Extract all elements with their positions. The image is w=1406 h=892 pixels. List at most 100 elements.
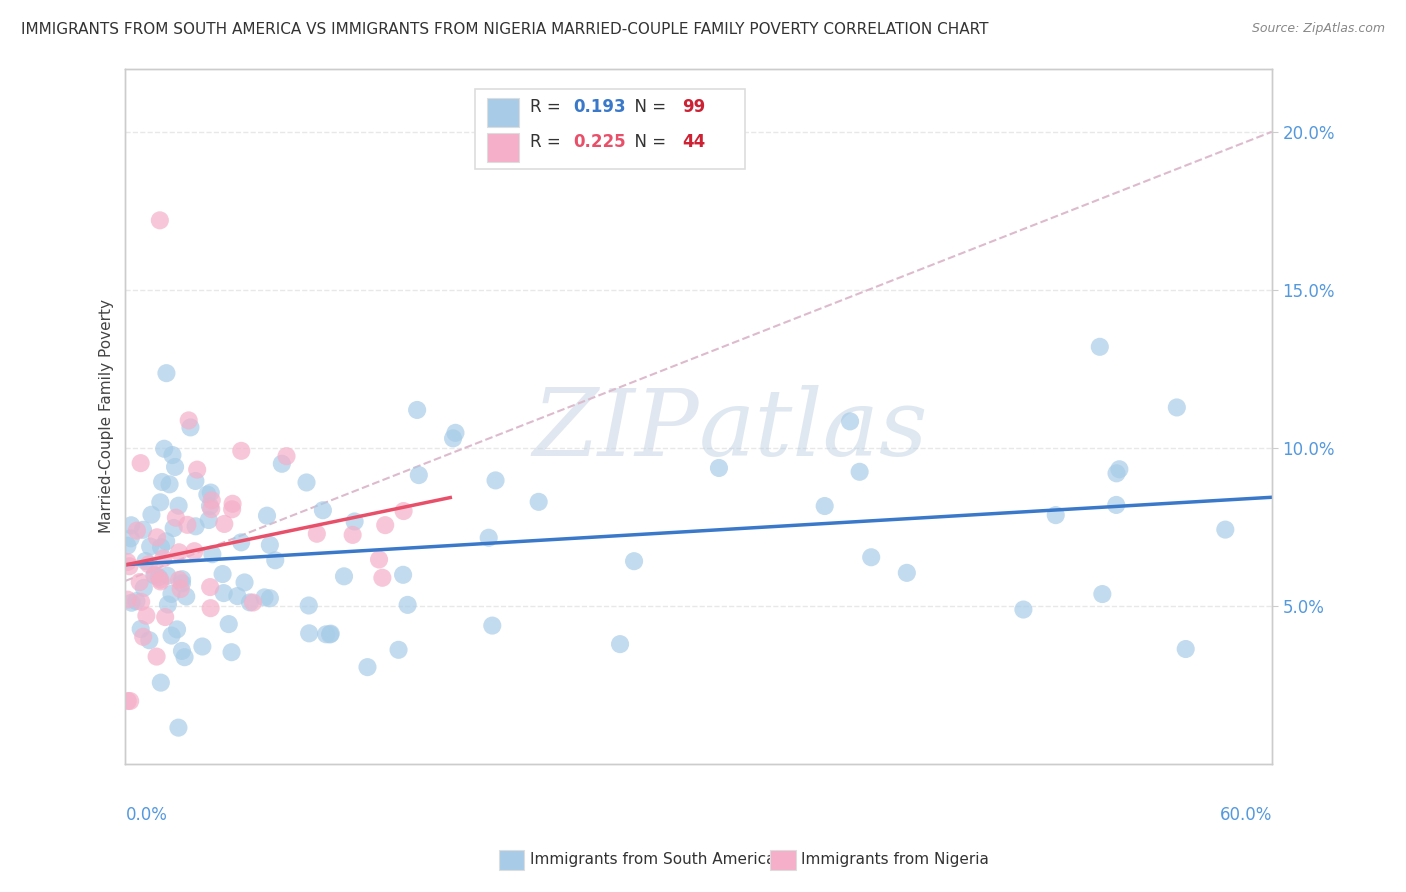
Point [319, 626, 342, 640]
Text: 99: 99 [682, 97, 706, 116]
Point [305, 526, 328, 541]
Point [167, 499, 190, 513]
Point [312, 503, 335, 517]
Text: Immigrants from Nigeria: Immigrants from Nigeria [801, 853, 990, 867]
Text: N =: N = [624, 133, 672, 151]
Point [156, 568, 179, 582]
Point [839, 414, 862, 428]
Point [153, 610, 176, 624]
Point [1166, 401, 1188, 415]
Text: Immigrants from South America: Immigrants from South America [530, 853, 776, 867]
Point [896, 566, 918, 580]
Point [132, 523, 155, 537]
Text: IMMIGRANTS FROM SOUTH AMERICA VS IMMIGRANTS FROM NIGERIA MARRIED-COUPLE FAMILY P: IMMIGRANTS FROM SOUTH AMERICA VS IMMIGRA… [21, 22, 988, 37]
Point [478, 531, 501, 545]
Point [1045, 508, 1067, 522]
Text: Source: ZipAtlas.com: Source: ZipAtlas.com [1251, 22, 1385, 36]
Point [200, 502, 222, 516]
Point [1012, 602, 1035, 616]
Point [170, 576, 193, 591]
Text: R =: R = [530, 97, 567, 116]
Point [172, 572, 194, 586]
Point [256, 508, 278, 523]
Point [138, 558, 160, 572]
Point [214, 516, 236, 531]
Point [197, 513, 219, 527]
Point [146, 530, 169, 544]
Point [368, 552, 391, 566]
Point [167, 721, 190, 735]
Point [163, 521, 186, 535]
Point [239, 595, 262, 609]
Point [233, 575, 256, 590]
Point [118, 559, 141, 574]
Text: 0.193: 0.193 [574, 97, 626, 116]
Text: 0.0%: 0.0% [125, 806, 167, 824]
Point [221, 645, 243, 659]
Point [132, 630, 155, 644]
Bar [486, 97, 519, 127]
Point [170, 644, 193, 658]
Point [333, 569, 356, 583]
Point [295, 475, 318, 490]
Point [165, 459, 187, 474]
Point [134, 554, 156, 568]
Point [117, 694, 139, 708]
Point [392, 504, 415, 518]
Point [484, 474, 506, 488]
Point [198, 580, 221, 594]
Y-axis label: Married-Couple Family Poverty: Married-Couple Family Poverty [100, 300, 114, 533]
Point [276, 449, 298, 463]
Point [120, 531, 142, 545]
Point [1088, 340, 1111, 354]
Point [125, 594, 148, 608]
Point [481, 618, 503, 632]
Point [231, 535, 253, 549]
Point [342, 528, 364, 542]
Point [218, 617, 240, 632]
Point [150, 475, 173, 489]
Point [298, 626, 321, 640]
Point [155, 366, 177, 380]
Point [166, 623, 188, 637]
Text: 44: 44 [682, 133, 706, 151]
Point [259, 538, 281, 552]
Point [814, 499, 837, 513]
Point [160, 629, 183, 643]
Point [160, 587, 183, 601]
Point [149, 495, 172, 509]
Point [1174, 642, 1197, 657]
Point [120, 694, 142, 708]
Point [860, 550, 883, 565]
Point [211, 567, 233, 582]
Text: 60.0%: 60.0% [1219, 806, 1272, 824]
Point [125, 524, 148, 538]
Point [169, 582, 191, 596]
Point [120, 518, 142, 533]
Point [149, 574, 172, 589]
Point [848, 465, 870, 479]
Point [165, 510, 187, 524]
Point [441, 431, 464, 445]
Text: 0.225: 0.225 [574, 133, 626, 151]
Point [148, 570, 170, 584]
Point [253, 591, 276, 605]
Point [1213, 523, 1236, 537]
Point [162, 448, 184, 462]
Point [153, 442, 176, 456]
Point [396, 598, 419, 612]
Point [173, 650, 195, 665]
Point [609, 637, 631, 651]
Text: R =: R = [530, 133, 567, 151]
Point [221, 502, 243, 516]
Bar [486, 133, 519, 162]
Point [226, 589, 249, 603]
Point [527, 495, 550, 509]
Point [212, 586, 235, 600]
Point [167, 545, 190, 559]
Point [444, 425, 467, 440]
Point [242, 595, 264, 609]
Point [149, 573, 172, 587]
Point [129, 456, 152, 470]
Point [159, 477, 181, 491]
